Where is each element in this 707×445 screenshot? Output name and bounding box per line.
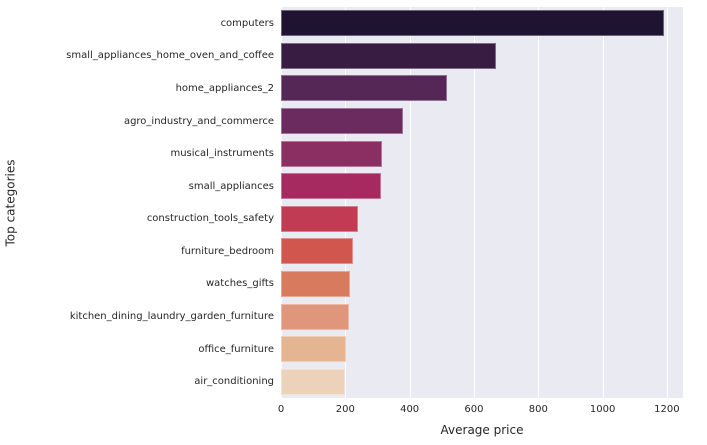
bar xyxy=(281,270,351,297)
x-axis-label: Average price xyxy=(440,423,524,437)
bar xyxy=(281,173,381,200)
y-tick-label: computers xyxy=(220,17,274,29)
gridline xyxy=(538,7,540,398)
x-tick-label: 200 xyxy=(335,404,355,415)
bar xyxy=(281,205,359,232)
bar xyxy=(281,75,447,102)
bar xyxy=(281,10,664,37)
bar xyxy=(281,303,349,330)
y-tick-label: office_furniture xyxy=(198,343,274,355)
x-tick-label: 600 xyxy=(464,404,484,415)
gridline xyxy=(281,7,282,398)
gridline xyxy=(602,7,604,398)
bar xyxy=(281,336,346,363)
bar xyxy=(281,108,404,135)
y-tick-label: home_appliances_2 xyxy=(175,82,274,94)
plot-area xyxy=(281,7,683,398)
bar xyxy=(281,368,345,395)
gridline xyxy=(666,7,668,398)
gridline xyxy=(473,7,475,398)
x-tick-label: 800 xyxy=(528,404,548,415)
y-tick-label: musical_instruments xyxy=(170,148,274,160)
y-tick-label: agro_industry_and_commerce xyxy=(123,115,274,127)
bar xyxy=(281,140,383,167)
x-tick-label: 1200 xyxy=(654,404,680,415)
y-tick-label: furniture_bedroom xyxy=(181,245,274,257)
y-tick-label: kitchen_dining_laundry_garden_furniture xyxy=(69,311,274,323)
y-tick-label: construction_tools_safety xyxy=(146,213,274,225)
bar xyxy=(281,238,354,265)
x-tick-label: 400 xyxy=(400,404,420,415)
y-tick-label: watches_gifts xyxy=(205,278,274,290)
y-tick-label: small_appliances_home_oven_and_coffee xyxy=(66,50,274,62)
x-tick-label: 0 xyxy=(277,404,285,415)
gridline xyxy=(345,7,347,398)
x-tick-label: 1000 xyxy=(589,404,616,415)
y-tick-label: air_conditioning xyxy=(194,376,274,388)
y-tick-label: small_appliances xyxy=(188,180,274,192)
gridline xyxy=(409,7,411,398)
bar xyxy=(281,42,497,69)
